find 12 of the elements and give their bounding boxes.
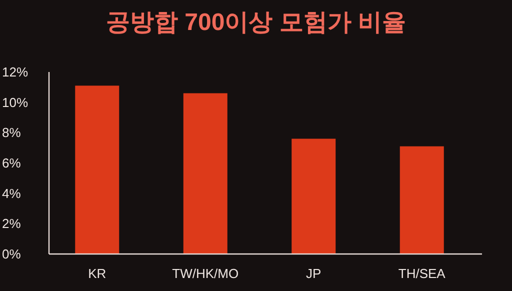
y-tick-label: 0% — [2, 246, 22, 262]
x-tick-label: JP — [306, 266, 322, 281]
y-tick-label: 10% — [2, 94, 28, 110]
chart-title: 공방합 700이상 모험가 비율 — [106, 9, 406, 36]
x-tick-label: TW/HK/MO — [172, 266, 239, 281]
y-tick-label: 2% — [2, 216, 22, 232]
x-tick-label: TH/SEA — [398, 266, 446, 281]
x-tick-label: KR — [88, 266, 106, 281]
y-tick-label: 4% — [2, 186, 22, 201]
y-tick-label: 8% — [2, 125, 22, 140]
y-tick-label: 6% — [2, 156, 22, 170]
y-tick-label: 12% — [2, 64, 28, 80]
